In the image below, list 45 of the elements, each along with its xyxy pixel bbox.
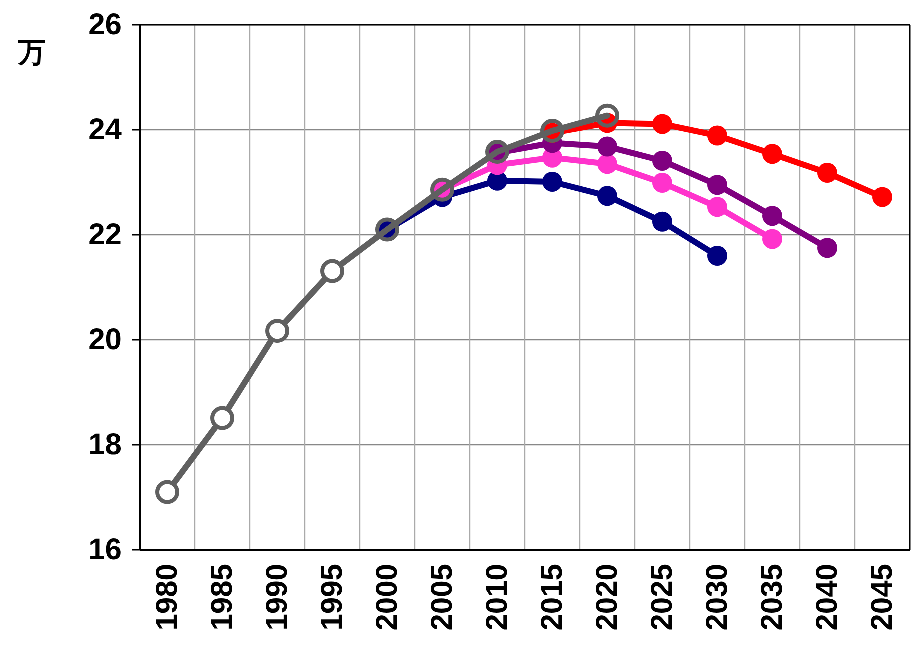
point xyxy=(708,197,728,218)
point xyxy=(818,238,838,258)
x-tick-label: 2045 xyxy=(866,564,899,631)
point xyxy=(540,119,564,144)
y-axis-title: 万 xyxy=(17,37,46,68)
x-tick-label: 2040 xyxy=(811,564,844,631)
y-tick-label: 24 xyxy=(88,114,122,146)
point xyxy=(156,480,180,504)
point xyxy=(818,163,838,184)
x-tick-label: 1990 xyxy=(261,564,294,631)
point xyxy=(652,173,672,194)
y-tick-label: 26 xyxy=(88,8,122,42)
y-tick-label: 16 xyxy=(88,534,122,566)
point xyxy=(872,187,892,208)
x-tick-label: 2015 xyxy=(536,564,569,631)
point xyxy=(652,212,672,232)
x-tick-label: 2025 xyxy=(646,564,679,631)
x-tick-label: 1985 xyxy=(206,564,239,631)
point xyxy=(708,175,728,196)
x-tick-label: 1995 xyxy=(316,564,349,631)
point xyxy=(762,206,782,226)
x-tick-label: 2000 xyxy=(371,564,404,631)
point xyxy=(598,154,618,174)
point xyxy=(210,406,234,430)
point xyxy=(598,186,618,206)
y-tick-label: 20 xyxy=(88,324,122,356)
point xyxy=(652,114,672,134)
x-tick-label: 2010 xyxy=(481,564,514,631)
point xyxy=(266,319,290,344)
point xyxy=(762,229,782,250)
x-tick-label: 2005 xyxy=(426,564,459,631)
y-tick-label: 18 xyxy=(88,428,122,462)
point xyxy=(542,172,562,192)
point xyxy=(320,259,344,284)
point xyxy=(762,144,782,164)
x-tick-label: 1980 xyxy=(151,564,184,631)
x-tick-label: 2020 xyxy=(591,564,624,631)
point xyxy=(708,126,728,146)
point xyxy=(708,246,728,266)
x-tick-label: 2030 xyxy=(701,564,734,631)
y-tick-label: 22 xyxy=(88,218,122,252)
x-tick-label: 2035 xyxy=(756,564,789,631)
point xyxy=(596,104,620,128)
point xyxy=(652,150,672,171)
point xyxy=(598,136,618,157)
